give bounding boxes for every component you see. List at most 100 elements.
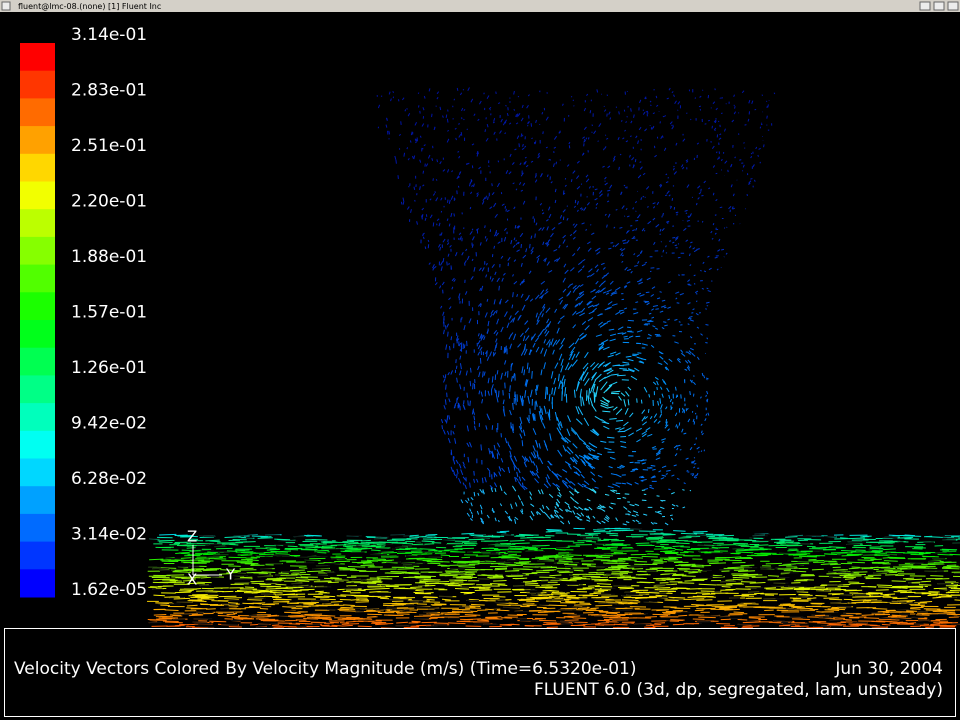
vector <box>663 321 667 323</box>
vector <box>510 318 514 323</box>
vector <box>546 261 550 266</box>
vector <box>458 342 462 347</box>
vector <box>240 552 258 554</box>
vector <box>583 442 590 448</box>
vector <box>598 622 609 624</box>
vector <box>546 219 549 222</box>
vector <box>628 556 643 559</box>
vector <box>694 463 697 465</box>
vector <box>456 547 474 550</box>
vector <box>559 421 563 429</box>
vector <box>666 97 669 100</box>
vector <box>623 307 628 310</box>
vector <box>793 562 810 565</box>
vector <box>808 558 817 561</box>
vector <box>707 255 710 258</box>
vector <box>502 399 505 405</box>
vector <box>651 316 655 319</box>
vector <box>523 485 528 490</box>
vector <box>512 317 516 323</box>
vector <box>693 466 696 469</box>
vector <box>424 217 427 221</box>
vector <box>525 164 529 168</box>
vector <box>513 108 516 111</box>
vector <box>902 577 915 580</box>
vector <box>521 104 524 109</box>
vector <box>484 129 487 133</box>
vector <box>645 427 651 431</box>
vector <box>153 594 165 597</box>
vector <box>890 586 901 589</box>
vector <box>572 578 591 580</box>
vector <box>595 334 602 337</box>
vector <box>643 513 648 516</box>
vector <box>907 551 919 553</box>
vector <box>516 113 519 118</box>
vector <box>687 302 691 305</box>
vector <box>279 550 292 553</box>
vector <box>636 216 640 219</box>
vector <box>499 301 502 305</box>
vector <box>588 506 593 511</box>
vector <box>456 577 473 579</box>
close-button[interactable] <box>947 1 959 11</box>
vector <box>530 452 536 459</box>
maximize-button[interactable] <box>933 1 945 11</box>
vector <box>550 622 562 625</box>
vector <box>581 208 584 211</box>
vector <box>631 568 644 570</box>
vector <box>555 161 558 165</box>
vector <box>469 605 481 608</box>
vector <box>503 227 507 232</box>
minimize-button[interactable] <box>919 1 931 11</box>
vector <box>501 277 504 282</box>
vector <box>572 324 577 329</box>
vector <box>461 107 464 112</box>
vector <box>663 380 667 386</box>
vector <box>479 346 483 351</box>
vector <box>528 270 532 274</box>
vector <box>521 366 524 374</box>
vector <box>543 511 548 516</box>
vector <box>767 578 786 581</box>
vector <box>687 365 691 369</box>
vector <box>526 362 529 370</box>
vector <box>692 247 696 250</box>
vector <box>809 608 819 611</box>
vector <box>591 379 597 390</box>
vector <box>918 584 932 586</box>
vector <box>670 517 674 521</box>
vector <box>598 123 602 128</box>
vector <box>604 374 611 379</box>
vector <box>606 406 614 409</box>
vector <box>676 358 681 363</box>
vector <box>472 382 474 390</box>
vector <box>513 455 518 462</box>
vector <box>674 237 679 241</box>
vector <box>439 285 442 289</box>
vector <box>497 160 500 163</box>
vector <box>442 311 445 316</box>
vector <box>650 464 656 467</box>
vector <box>540 280 546 285</box>
vector <box>555 483 560 488</box>
vector <box>407 112 411 117</box>
vector <box>689 379 693 384</box>
vector <box>672 545 684 547</box>
vector <box>644 616 657 618</box>
vector <box>608 506 614 510</box>
vector <box>656 201 660 206</box>
window-menu-button[interactable] <box>1 1 11 11</box>
vector <box>531 333 536 340</box>
vector <box>576 160 580 164</box>
vector <box>390 98 392 102</box>
vector <box>584 378 590 386</box>
vector <box>467 162 470 165</box>
vector <box>582 575 601 578</box>
vector <box>410 131 413 136</box>
vector <box>447 437 451 444</box>
vector <box>375 587 390 590</box>
vector <box>588 186 591 189</box>
vector <box>284 548 299 551</box>
